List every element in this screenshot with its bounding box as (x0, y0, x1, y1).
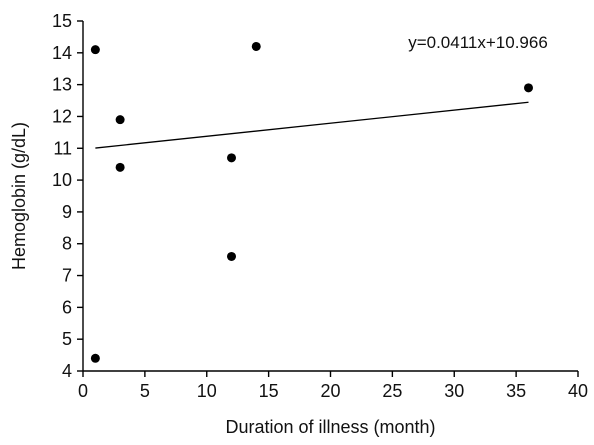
x-tick-label: 25 (382, 381, 402, 401)
points-layer (90, 41, 533, 363)
x-axis-title: Duration of illness (month) (225, 417, 435, 437)
y-tick-label: 15 (52, 11, 72, 31)
data-point (90, 45, 100, 55)
y-tick-label: 7 (62, 266, 72, 286)
y-tick-label: 11 (53, 138, 72, 158)
data-point (90, 353, 100, 363)
data-point (524, 83, 533, 93)
trendline-equation: y=0.0411x+10.966 (408, 33, 548, 52)
x-tick-label: 0 (78, 381, 88, 401)
y-tick-label: 13 (52, 75, 72, 95)
y-tick-label: 5 (62, 329, 72, 349)
x-tick-label: 5 (140, 381, 150, 401)
y-tick-label: 4 (62, 361, 72, 381)
y-tick-label: 9 (62, 202, 72, 222)
x-tick-label: 35 (506, 381, 526, 401)
x-tick-label: 15 (259, 381, 279, 401)
x-tick-label: 10 (197, 381, 217, 401)
y-tick-label: 10 (52, 170, 72, 190)
x-tick-label: 30 (444, 381, 464, 401)
trendline-layer (95, 101, 529, 149)
x-tick-label: 40 (568, 381, 588, 401)
y-axis-title: Hemoglobin (g/dL) (9, 122, 29, 270)
data-point (251, 41, 261, 51)
data-point (115, 115, 125, 125)
y-tick-label: 6 (62, 297, 72, 317)
y-tick-label: 8 (62, 234, 72, 254)
data-point (227, 153, 236, 163)
y-tick-label: 14 (52, 43, 72, 63)
trendline (95, 101, 529, 149)
data-point (227, 251, 236, 261)
y-tick-label: 12 (52, 106, 72, 126)
x-tick-label: 20 (320, 381, 340, 401)
data-point (115, 162, 125, 172)
labels-layer: Duration of illness (month) Hemoglobin (… (9, 33, 548, 437)
